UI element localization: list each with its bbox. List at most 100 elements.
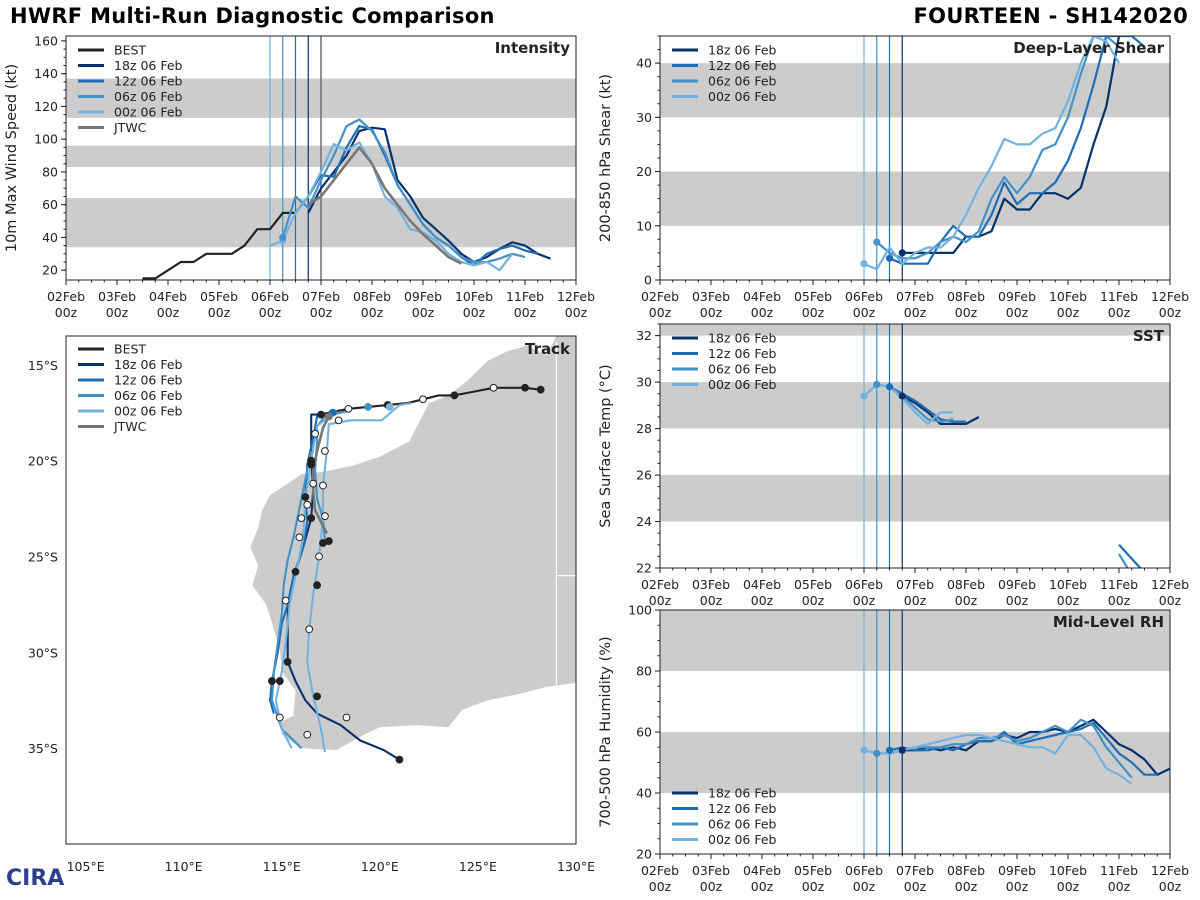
legend-label-18z-06-feb: 18z 06 Feb <box>114 357 183 372</box>
x-tick-label: 00z <box>1159 879 1182 894</box>
track-marker-12z-06-feb <box>301 493 310 501</box>
x-tick-label: 07Feb <box>896 289 934 304</box>
panel-title: Mid-Level RH <box>1053 613 1164 631</box>
init-marker-18z-06-feb <box>898 392 906 400</box>
map-content <box>250 336 576 764</box>
track-marker-00z-06-feb <box>297 514 306 523</box>
x-tick-label: 00z <box>1057 879 1080 894</box>
x-tick-label: 05Feb <box>794 863 832 878</box>
x-tick-label: 00z <box>700 593 723 608</box>
figure-title-right: FOURTEEN - SH142020 <box>913 4 1188 28</box>
y-tick-label: 0 <box>644 273 652 288</box>
legend-label-18z-06-feb: 18z 06 Feb <box>114 58 183 73</box>
y-tick-label: 26 <box>636 468 652 483</box>
y-tick-label: 140 <box>34 66 58 81</box>
y-tick-label: 100 <box>34 132 58 147</box>
x-tick-label: 04Feb <box>743 289 781 304</box>
x-tick-label: 09Feb <box>404 289 442 304</box>
track-marker-best <box>450 391 459 400</box>
legend-label-12z-06-feb: 12z 06 Feb <box>708 346 777 361</box>
x-tick-label: 00z <box>802 593 825 608</box>
track-marker-00z-06-feb <box>342 713 351 722</box>
x-tick-label: 08Feb <box>947 577 985 592</box>
x-tick-label: 12Feb <box>1151 577 1189 592</box>
track-marker-06z-06-feb <box>364 403 372 411</box>
lat-label: 30°S <box>28 645 58 660</box>
legend-label-18z-06-feb: 18z 06 Feb <box>708 331 777 346</box>
x-tick-label: 00z <box>853 879 876 894</box>
track-marker-jtwc <box>324 412 333 421</box>
x-tick-label: 00z <box>412 305 435 320</box>
legend-label-06z-06-feb: 06z 06 Feb <box>708 817 777 832</box>
track-marker-00z-06-feb <box>321 447 329 455</box>
shaded-band <box>660 732 1170 793</box>
sst-panel: 22242628303202Feb00z03Feb00z04Feb00z05Fe… <box>598 323 1189 608</box>
lat-label: 35°S <box>28 741 58 756</box>
lon-label: 120°E <box>361 859 399 874</box>
track-line-06z-06-feb <box>314 409 349 543</box>
track-marker-best <box>419 395 427 404</box>
panel-title: SST <box>1133 327 1165 345</box>
track-marker-18z-06-feb <box>291 567 300 576</box>
series-line-06z-06-feb <box>1118 553 1129 568</box>
legend-label-best: BEST <box>114 43 146 58</box>
x-tick-label: 02Feb <box>641 863 679 878</box>
track-marker-00z-06-feb <box>311 429 320 438</box>
init-marker-06z-06-feb <box>873 380 881 389</box>
x-tick-label: 09Feb <box>998 289 1036 304</box>
x-tick-label: 06Feb <box>845 863 883 878</box>
y-tick-label: 80 <box>42 164 58 179</box>
x-tick-label: 00z <box>802 879 825 894</box>
x-tick-label: 10Feb <box>1049 863 1087 878</box>
track-marker-06z-06-feb <box>319 539 327 547</box>
x-tick-label: 03Feb <box>692 289 730 304</box>
x-tick-label: 00z <box>700 879 723 894</box>
x-tick-label: 06Feb <box>845 289 883 304</box>
legend-label-06z-06-feb: 06z 06 Feb <box>114 388 183 403</box>
x-tick-label: 00z <box>259 305 282 320</box>
legend-label-06z-06-feb: 06z 06 Feb <box>708 74 777 89</box>
lat-label: 15°S <box>28 358 58 373</box>
lon-label: 105°E <box>67 859 105 874</box>
legend-label-12z-06-feb: 12z 06 Feb <box>114 74 183 89</box>
x-tick-label: 00z <box>565 305 588 320</box>
series-line-00z-06-feb <box>269 141 514 272</box>
x-tick-label: 03Feb <box>98 289 136 304</box>
x-tick-label: 06Feb <box>845 577 883 592</box>
y-tick-label: 20 <box>636 164 652 179</box>
track-marker-best <box>521 383 529 392</box>
track-marker-00z-06-feb <box>334 416 343 425</box>
track-marker-12z-06-feb <box>275 677 284 685</box>
x-tick-label: 00z <box>463 305 486 320</box>
x-tick-label: 00z <box>1108 593 1131 608</box>
shaded-band <box>660 324 1170 336</box>
track-marker-00z-06-feb <box>281 596 290 605</box>
y-tick-label: 20 <box>636 847 652 862</box>
track-marker-00z-06-feb <box>303 730 312 739</box>
y-tick-label: 60 <box>636 725 652 740</box>
x-tick-label: 00z <box>310 305 333 320</box>
init-marker-06z-06-feb <box>279 233 287 242</box>
panel-title: Intensity <box>495 39 571 57</box>
x-tick-label: 00z <box>361 305 384 320</box>
legend-label-jtwc: JTWC <box>113 120 147 135</box>
series-line-00z-06-feb <box>863 36 1120 271</box>
track-line-jtwc <box>311 415 330 534</box>
legend-label-12z-06-feb: 12z 06 Feb <box>114 373 183 388</box>
x-tick-label: 12Feb <box>557 289 595 304</box>
shaded-band <box>660 171 1170 226</box>
legend-label-jtwc: JTWC <box>113 419 147 434</box>
track-marker-12z-06-feb <box>268 677 276 685</box>
x-tick-label: 00z <box>649 305 672 320</box>
y-tick-label: 60 <box>42 197 58 212</box>
panel-title: Track <box>525 340 571 358</box>
x-tick-label: 07Feb <box>896 577 934 592</box>
track-marker-18z-06-feb <box>283 657 292 666</box>
y-tick-label: 80 <box>636 664 652 679</box>
x-tick-label: 00z <box>55 305 78 320</box>
x-tick-label: 02Feb <box>641 289 679 304</box>
y-axis-label: 10m Max Wind Speed (kt) <box>4 64 20 252</box>
